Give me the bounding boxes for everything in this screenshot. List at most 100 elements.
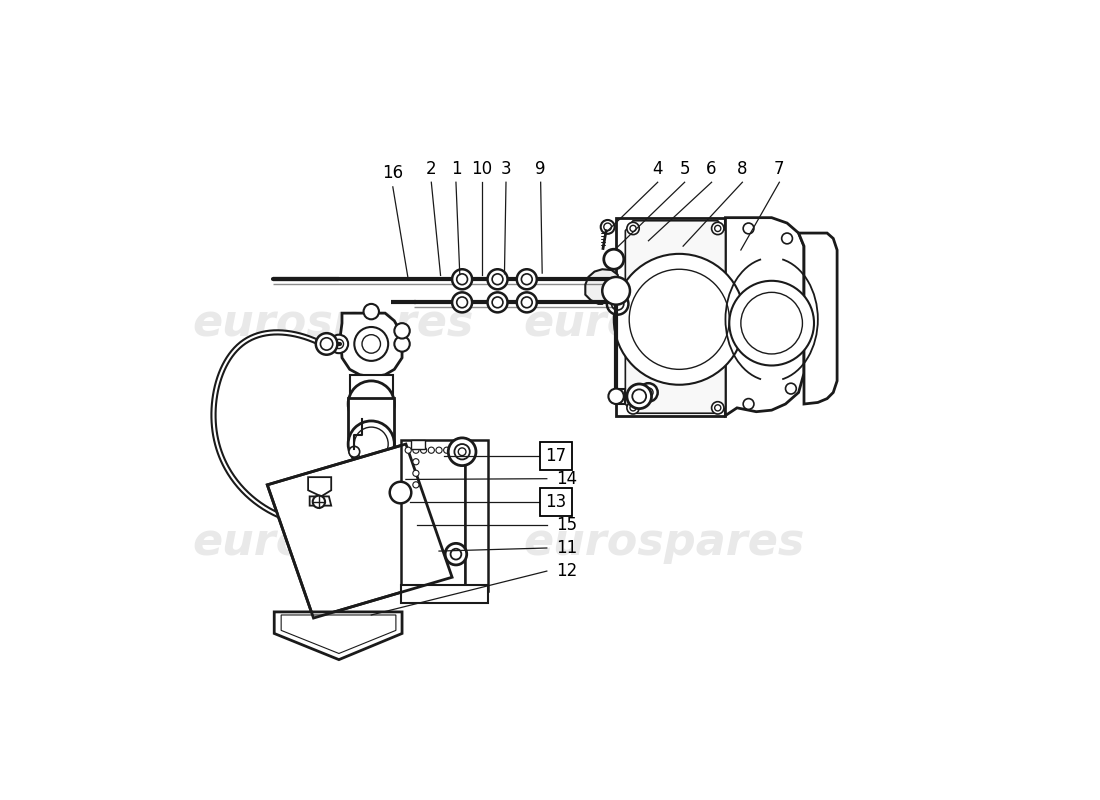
Text: 6: 6 — [706, 160, 717, 178]
Circle shape — [412, 470, 419, 476]
Circle shape — [782, 233, 792, 244]
Circle shape — [420, 447, 427, 454]
Bar — [616, 389, 625, 404]
Circle shape — [451, 549, 461, 559]
Circle shape — [604, 223, 612, 230]
Circle shape — [363, 304, 378, 319]
Circle shape — [627, 402, 639, 414]
Circle shape — [451, 447, 458, 454]
Polygon shape — [400, 440, 465, 591]
Circle shape — [487, 292, 507, 312]
Polygon shape — [465, 440, 488, 591]
Circle shape — [744, 398, 754, 410]
Circle shape — [456, 274, 468, 285]
Circle shape — [740, 292, 802, 354]
Circle shape — [744, 223, 754, 234]
Circle shape — [627, 222, 639, 234]
Text: 2: 2 — [426, 160, 437, 178]
Circle shape — [436, 447, 442, 454]
Circle shape — [492, 274, 503, 285]
Circle shape — [395, 336, 409, 352]
Circle shape — [492, 297, 503, 308]
Circle shape — [632, 390, 646, 403]
Circle shape — [362, 334, 381, 353]
Circle shape — [630, 405, 636, 411]
Circle shape — [330, 334, 348, 353]
Polygon shape — [341, 313, 403, 377]
Circle shape — [348, 381, 395, 427]
Circle shape — [644, 388, 653, 397]
Circle shape — [715, 405, 720, 411]
Polygon shape — [726, 218, 804, 415]
Circle shape — [452, 292, 472, 312]
Text: 5: 5 — [680, 160, 690, 178]
Text: eurospares: eurospares — [524, 302, 804, 345]
Circle shape — [354, 427, 388, 461]
Circle shape — [487, 270, 507, 290]
Circle shape — [449, 438, 476, 466]
Polygon shape — [616, 218, 726, 415]
Circle shape — [412, 458, 419, 465]
Text: 7: 7 — [774, 160, 784, 178]
Circle shape — [604, 250, 624, 270]
Circle shape — [412, 482, 419, 488]
Circle shape — [428, 447, 435, 454]
Circle shape — [614, 254, 745, 385]
Circle shape — [612, 298, 624, 310]
Polygon shape — [799, 233, 837, 404]
Circle shape — [334, 339, 343, 349]
Circle shape — [454, 444, 470, 459]
Text: 16: 16 — [382, 164, 404, 182]
Polygon shape — [267, 444, 452, 618]
Circle shape — [785, 383, 796, 394]
Circle shape — [459, 448, 466, 455]
Polygon shape — [274, 612, 403, 660]
Text: 12: 12 — [556, 562, 578, 580]
Polygon shape — [310, 496, 331, 506]
Circle shape — [412, 447, 419, 454]
Circle shape — [712, 402, 724, 414]
Text: 10: 10 — [472, 160, 493, 178]
Circle shape — [349, 446, 360, 457]
Text: 11: 11 — [556, 539, 578, 557]
Circle shape — [627, 384, 651, 409]
Circle shape — [517, 270, 537, 290]
Circle shape — [312, 496, 326, 508]
Circle shape — [443, 447, 450, 454]
Text: 15: 15 — [556, 516, 578, 534]
Text: eurospares: eurospares — [192, 521, 473, 564]
Text: eurospares: eurospares — [524, 521, 804, 564]
Polygon shape — [585, 270, 619, 304]
Circle shape — [446, 543, 466, 565]
Bar — [348, 398, 394, 444]
Circle shape — [729, 281, 814, 366]
Circle shape — [607, 293, 628, 314]
Circle shape — [405, 447, 411, 454]
Text: 9: 9 — [536, 160, 546, 178]
Circle shape — [395, 323, 409, 338]
Circle shape — [354, 327, 388, 361]
Text: 17: 17 — [546, 446, 566, 465]
Polygon shape — [308, 477, 331, 496]
Text: eurospares: eurospares — [192, 302, 473, 345]
Circle shape — [629, 270, 729, 370]
Circle shape — [348, 421, 395, 467]
Text: 14: 14 — [556, 470, 578, 488]
Circle shape — [517, 292, 537, 312]
Circle shape — [389, 482, 411, 503]
Text: 3: 3 — [500, 160, 512, 178]
Bar — [411, 440, 425, 450]
Circle shape — [639, 383, 658, 402]
Polygon shape — [625, 221, 726, 414]
Circle shape — [712, 222, 724, 234]
Text: 1: 1 — [451, 160, 461, 178]
Circle shape — [715, 226, 720, 231]
Circle shape — [456, 297, 468, 308]
Bar — [350, 374, 393, 398]
Circle shape — [601, 220, 615, 234]
Circle shape — [316, 333, 338, 354]
Text: 8: 8 — [737, 160, 748, 178]
Circle shape — [630, 226, 636, 231]
Circle shape — [320, 338, 333, 350]
Polygon shape — [400, 585, 488, 602]
